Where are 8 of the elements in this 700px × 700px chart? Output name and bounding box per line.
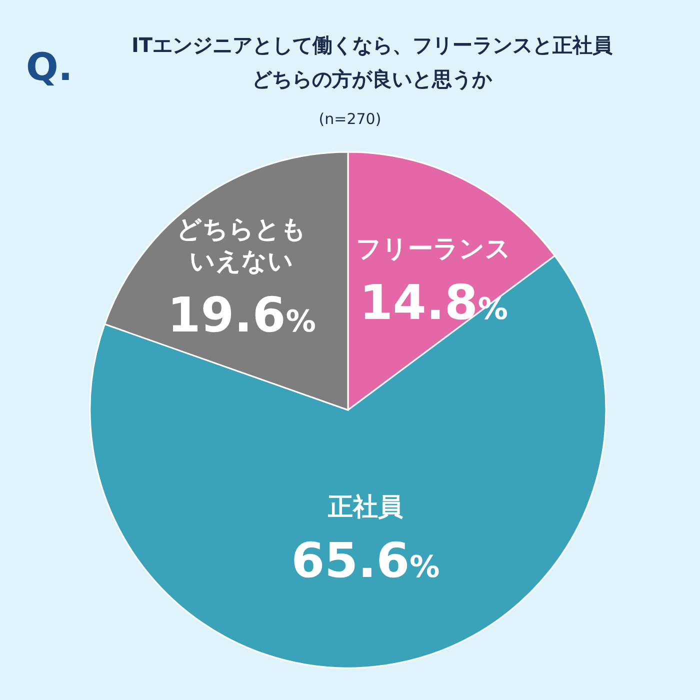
chart-title: ITエンジニアとして働くなら、フリーランスと正社員どちらの方が良いと思うか [131,33,614,91]
chart-subtitle: (n=270) [318,110,382,128]
text: Q. [26,45,73,89]
data-label: 65.6% [291,532,440,589]
data-label: 19.6% [167,287,316,344]
slice-label: どちらともいえない [176,214,307,276]
slice-label: フリーランス [356,234,512,264]
slice-label: 正社員 [326,492,403,521]
